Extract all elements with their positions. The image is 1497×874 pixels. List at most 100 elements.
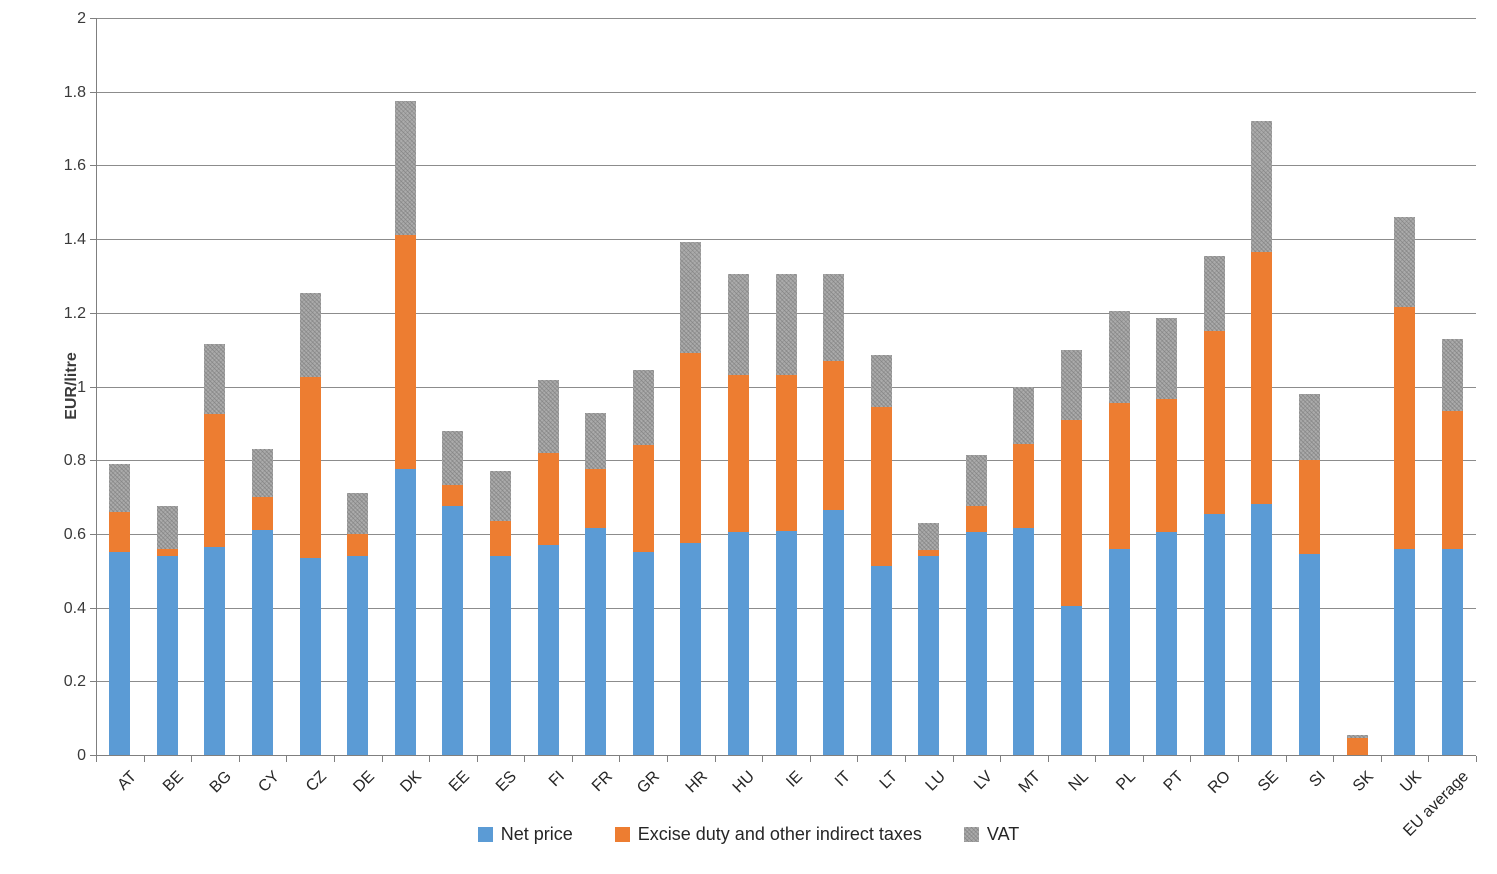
x-axis-tick <box>809 756 811 762</box>
net-price-swatch-icon <box>477 827 493 842</box>
bar-segment-vat-MT <box>1013 386 1035 444</box>
y-axis-tick-label: 2 <box>77 10 86 27</box>
bar-segment-net-SE <box>1251 504 1273 755</box>
bar-segment-excise-PL <box>1108 403 1130 549</box>
bar-segment-excise-EE <box>442 484 464 507</box>
x-axis-label-RO: RO <box>1205 768 1235 797</box>
bar-segment-net-AT <box>109 552 131 755</box>
bar-segment-excise-FI <box>537 452 559 545</box>
bar-segment-excise-AT <box>109 511 131 553</box>
bar-segment-excise-FR <box>585 469 607 529</box>
y-axis-tick <box>90 91 96 93</box>
x-axis-tick <box>1000 756 1002 762</box>
x-axis-label-HR: HR <box>682 768 711 797</box>
y-axis-tick-label: 0.4 <box>63 599 86 617</box>
bar-segment-vat-FI <box>537 379 559 453</box>
bar-segment-vat-IT <box>823 274 845 361</box>
x-axis-tick <box>1285 756 1287 762</box>
x-axis-label-PL: PL <box>1113 768 1140 794</box>
x-axis-tick <box>333 756 335 762</box>
bar-segment-net-GR <box>632 552 654 755</box>
bar-segment-excise-LT <box>870 406 892 566</box>
bar-segment-vat-BG <box>204 344 226 415</box>
x-axis-line <box>96 755 1476 756</box>
bar-segment-net-DK <box>394 469 416 755</box>
y-axis-tick-label: 0.6 <box>63 525 86 543</box>
bar-segment-net-FR <box>585 528 607 755</box>
bar-segment-vat-AT <box>109 463 131 512</box>
y-axis-tick-label: 0.2 <box>63 673 86 691</box>
bar-segment-vat-DK <box>394 100 416 236</box>
bar-segment-net-ES <box>489 556 511 755</box>
bar-segment-net-IE <box>775 530 797 755</box>
y-axis-tick-label: 0 <box>77 747 86 764</box>
bar-segment-excise-BE <box>156 548 178 556</box>
bar-segment-net-IT <box>823 509 845 755</box>
bar-segment-vat-SI <box>1298 393 1320 461</box>
x-axis-label-FR: FR <box>588 768 616 796</box>
bar-segment-excise-DK <box>394 235 416 470</box>
x-axis-label-FI: FI <box>546 768 569 791</box>
bar-segment-vat-DE <box>347 493 369 534</box>
x-axis-tick <box>429 756 431 762</box>
x-axis-tick <box>857 756 859 762</box>
bar-segment-vat-FR <box>585 413 607 470</box>
bar-segment-net-LV <box>965 532 987 755</box>
bar-segment-net-MT <box>1013 528 1035 755</box>
x-axis-label-IE: IE <box>783 768 807 791</box>
bar-segment-excise-DE <box>347 533 369 556</box>
y-axis-tick <box>90 386 96 388</box>
y-axis-tick-label: 1 <box>77 378 86 396</box>
x-axis-tick <box>571 756 573 762</box>
bar-segment-vat-HR <box>680 241 702 354</box>
x-axis-label-IT: IT <box>831 768 854 791</box>
x-axis-tick <box>1047 756 1049 762</box>
x-axis-tick <box>1095 756 1097 762</box>
x-axis-tick <box>524 756 526 762</box>
bar-segment-vat-SK <box>1346 734 1368 739</box>
bar-segment-excise-ES <box>489 521 511 556</box>
bar-segment-net-HU <box>727 532 749 755</box>
bar-segment-vat-NL <box>1061 350 1083 420</box>
y-axis-tick <box>90 681 96 683</box>
y-axis-tick <box>90 18 96 19</box>
y-axis-tick-label: 1.8 <box>63 83 86 101</box>
x-axis-label-LU: LU <box>922 768 949 795</box>
bar-segment-excise-LU <box>918 550 940 556</box>
bar-segment-excise-PT <box>1156 399 1178 533</box>
bar-segment-net-PL <box>1108 548 1130 755</box>
bar-segment-excise-IT <box>823 360 845 510</box>
y-axis-tick <box>90 533 96 535</box>
x-axis-tick <box>904 756 906 762</box>
x-axis-label-ES: ES <box>493 768 521 796</box>
bar-segment-excise-SI <box>1298 460 1320 555</box>
x-axis-tick <box>1428 756 1430 762</box>
x-axis-tick <box>96 756 97 762</box>
bar-segment-excise-NL <box>1061 419 1083 606</box>
gridline <box>96 91 1476 93</box>
bar-segment-vat-HU <box>727 274 749 376</box>
bar-segment-vat-PT <box>1156 318 1178 400</box>
x-axis-label-CY: CY <box>254 768 283 796</box>
x-axis-label-BG: BG <box>206 768 235 797</box>
bar-segment-excise-LV <box>965 506 987 533</box>
bar-segment-net-LT <box>870 565 892 755</box>
bar-segment-net-HR <box>680 543 702 755</box>
x-axis-tick <box>476 756 478 762</box>
x-axis-tick <box>191 756 193 762</box>
y-axis-tick-label: 0.8 <box>63 452 86 470</box>
x-axis-tick <box>381 756 383 762</box>
bar-segment-vat-RO <box>1203 255 1225 332</box>
gridline <box>96 239 1476 241</box>
x-axis-label-AT: AT <box>114 768 140 794</box>
bar-segment-excise-HU <box>727 375 749 533</box>
x-axis-tick <box>238 756 240 762</box>
bar-segment-net-DE <box>347 556 369 755</box>
bar-segment-vat-CY <box>252 449 274 498</box>
x-axis-label-LV: LV <box>971 768 997 794</box>
bar-segment-excise-IE <box>775 375 797 531</box>
bar-segment-vat-BE <box>156 506 178 549</box>
x-axis-label-DK: DK <box>397 768 426 796</box>
legend: Net price Excise duty and other indirect… <box>0 824 1497 845</box>
bar-segment-net-PT <box>1156 532 1178 755</box>
